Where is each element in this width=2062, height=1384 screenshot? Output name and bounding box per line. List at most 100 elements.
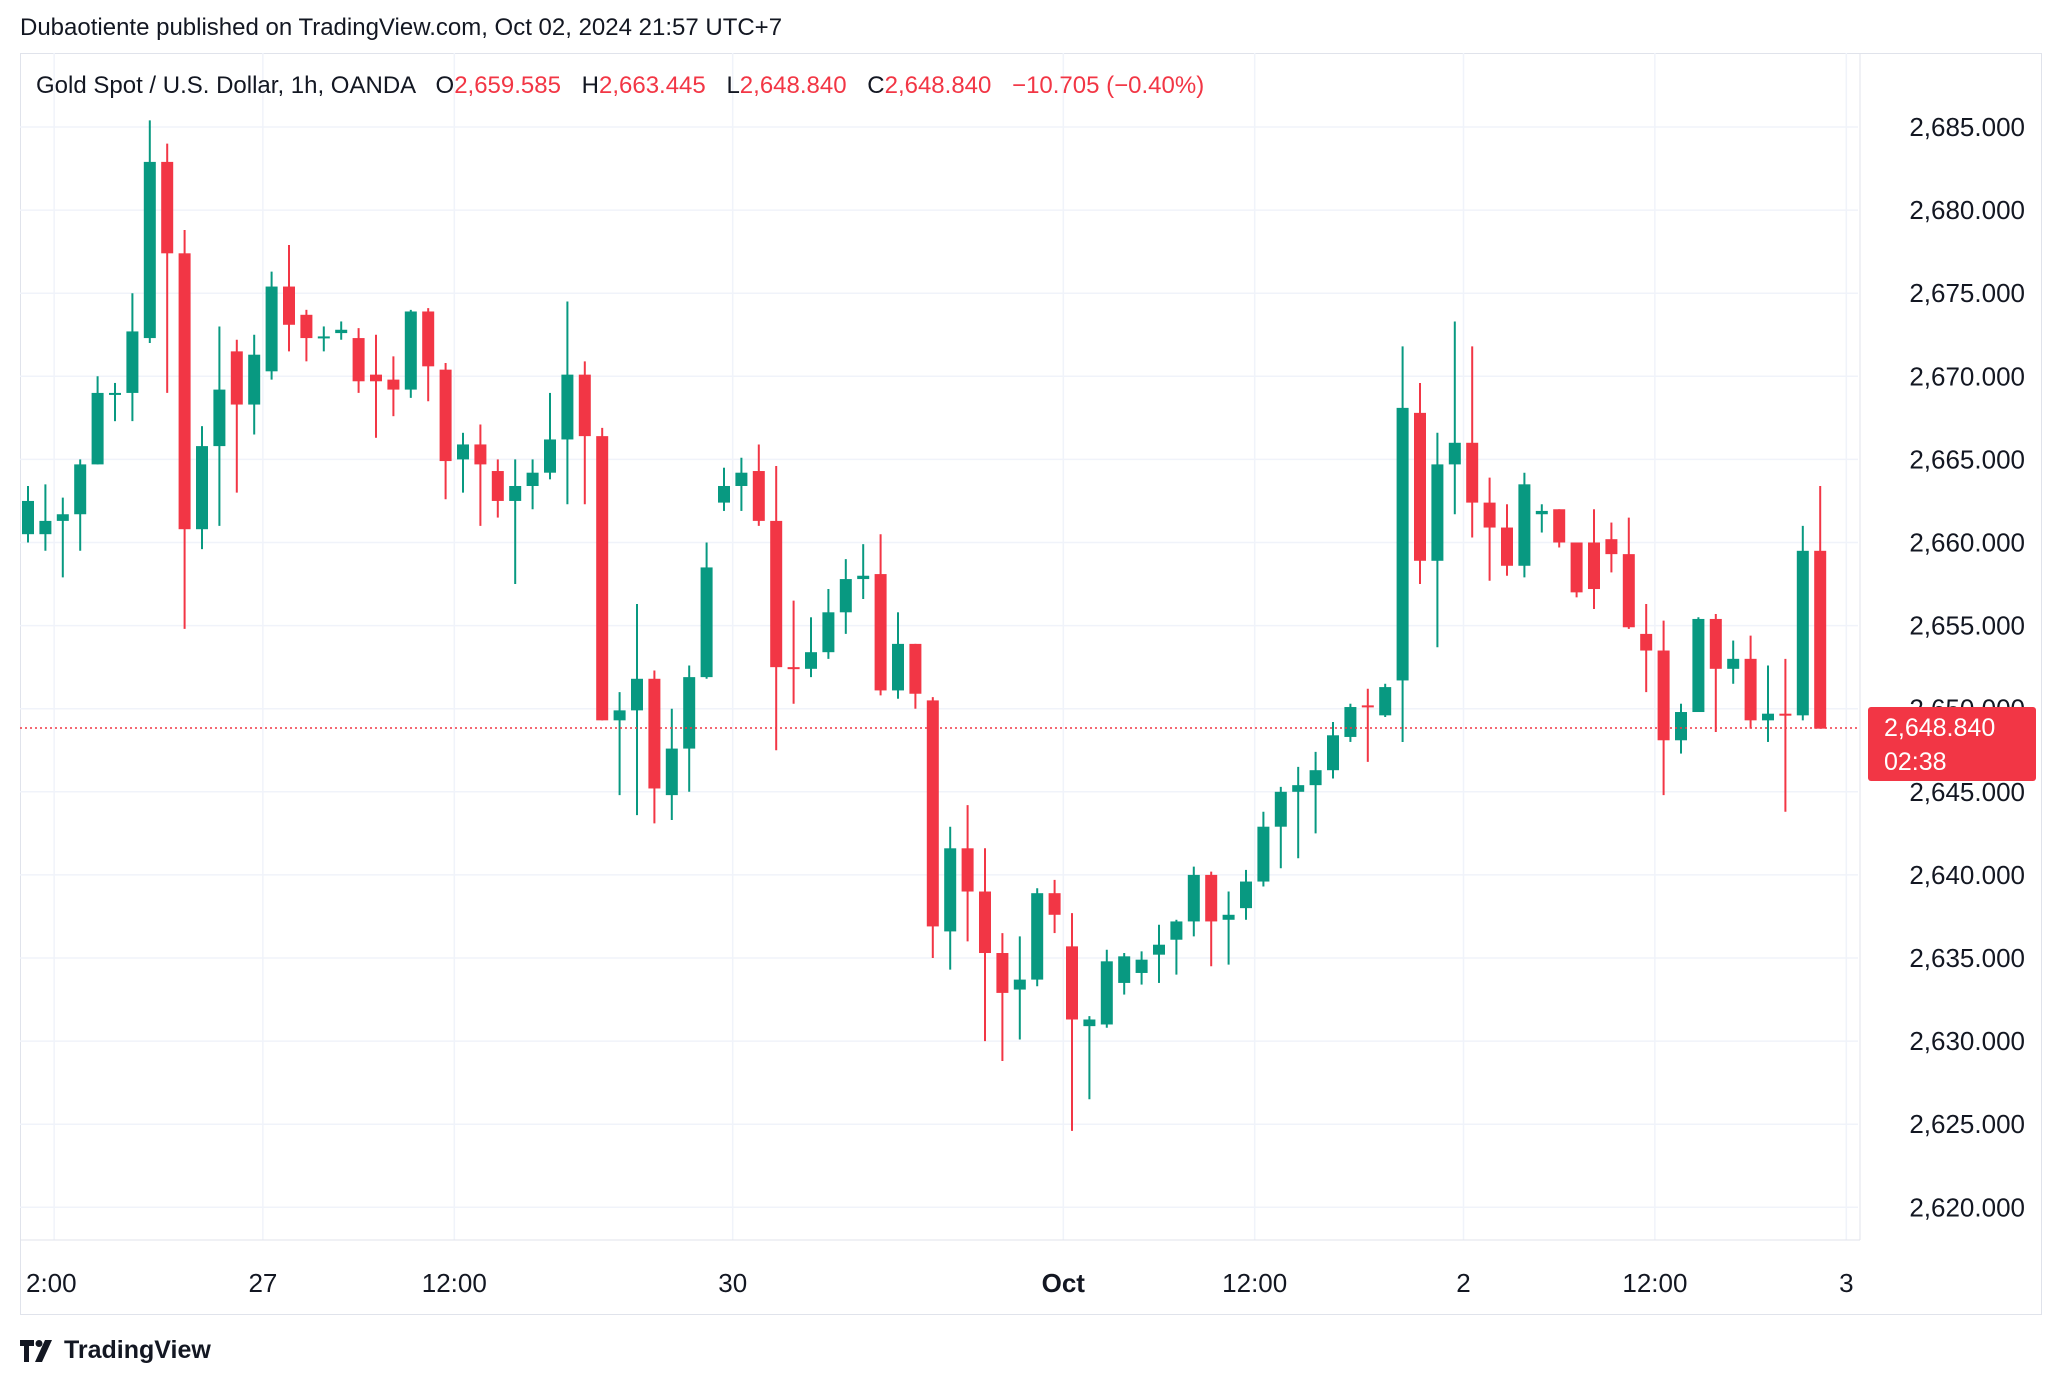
candle-down[interactable] (1553, 509, 1566, 548)
candle-down[interactable] (1483, 477, 1496, 581)
candle-up[interactable] (613, 692, 626, 796)
candle-down[interactable] (178, 230, 191, 629)
candle-down[interactable] (787, 600, 800, 704)
candle-up[interactable] (700, 542, 713, 679)
candle-up[interactable] (1518, 472, 1531, 578)
candle-up[interactable] (892, 612, 904, 699)
candle-down[interactable] (1066, 913, 1078, 1131)
candle-up[interactable] (526, 459, 539, 510)
candle-up[interactable] (561, 301, 574, 505)
candle-up[interactable] (1292, 766, 1305, 859)
candle-up[interactable] (1118, 953, 1131, 995)
candle-up[interactable] (1257, 811, 1270, 887)
candle-up[interactable] (56, 497, 69, 578)
candle-down[interactable] (648, 670, 661, 824)
candle-up[interactable] (1727, 640, 1740, 684)
candle-up[interactable] (1083, 1016, 1096, 1100)
candle-up[interactable] (1222, 891, 1235, 965)
candle-down[interactable] (578, 361, 591, 505)
candle-up[interactable] (1013, 936, 1026, 1040)
candle-up[interactable] (805, 617, 817, 678)
candle-down[interactable] (370, 334, 382, 438)
candle-down[interactable] (1657, 620, 1670, 796)
candle-up[interactable] (1309, 751, 1322, 834)
candle-down[interactable] (230, 339, 243, 493)
candle-up[interactable] (1240, 869, 1252, 920)
candle-down[interactable] (1414, 382, 1426, 585)
candle-down[interactable] (874, 534, 887, 696)
candle-up[interactable] (509, 459, 522, 585)
candle-down[interactable] (474, 424, 487, 526)
candle-up[interactable] (74, 459, 87, 551)
candle-up[interactable] (22, 485, 34, 543)
candle-down[interactable] (1622, 517, 1635, 629)
candle-down[interactable] (491, 459, 504, 518)
candle-down[interactable] (1205, 871, 1218, 967)
candle-down[interactable] (161, 143, 174, 393)
candle-up[interactable] (665, 708, 678, 821)
candle-down[interactable] (300, 309, 313, 362)
candle-down[interactable] (596, 427, 609, 721)
candle-down[interactable] (770, 466, 783, 751)
candle-up[interactable] (944, 826, 957, 970)
candle-down[interactable] (1640, 603, 1653, 693)
candle-up[interactable] (1692, 617, 1705, 713)
candle-down[interactable] (1588, 509, 1600, 609)
candle-up[interactable] (544, 392, 556, 480)
candle-up[interactable] (126, 293, 139, 422)
symbol-name[interactable]: Gold Spot / U.S. Dollar, 1h, OANDA (36, 72, 415, 99)
candle-up[interactable] (631, 603, 643, 816)
candle-up[interactable] (1187, 866, 1200, 937)
candle-down[interactable] (387, 356, 400, 417)
candle-down[interactable] (961, 805, 974, 942)
candle-down[interactable] (422, 308, 435, 402)
candle-up[interactable] (335, 321, 348, 340)
candle-up[interactable] (1396, 346, 1409, 742)
candle-down[interactable] (352, 328, 365, 393)
candle-up[interactable] (317, 326, 330, 352)
candle-down[interactable] (1466, 346, 1479, 538)
candle-up[interactable] (839, 559, 852, 634)
candle-up[interactable] (822, 589, 835, 659)
candle-up[interactable] (265, 271, 278, 380)
candle-up[interactable] (735, 457, 748, 511)
candle-down[interactable] (1709, 613, 1722, 732)
candle-up[interactable] (457, 432, 469, 493)
candle-down[interactable] (752, 444, 765, 526)
candle-up[interactable] (248, 334, 261, 435)
candle-up[interactable] (39, 484, 52, 551)
candle-down[interactable] (926, 697, 939, 958)
candle-up[interactable] (1796, 525, 1809, 721)
candle-down[interactable] (1501, 504, 1513, 576)
candle-up[interactable] (404, 309, 417, 398)
candle-down[interactable] (439, 363, 452, 500)
candle-up[interactable] (196, 426, 208, 550)
candle-down[interactable] (1048, 879, 1061, 934)
candle-down[interactable] (1814, 485, 1827, 729)
candle-down[interactable] (1605, 522, 1618, 573)
candle-up[interactable] (683, 665, 696, 792)
candle-up[interactable] (1170, 919, 1183, 975)
candlestick-chart[interactable]: 2,685.000 2,680.000 2,675.000 2,670.000 2,66… (0, 0, 2062, 1320)
candle-down[interactable] (1744, 635, 1757, 729)
candle-up[interactable] (1327, 721, 1339, 779)
candle-down[interactable] (283, 245, 295, 352)
tradingview-logo[interactable]: TradingView (20, 1336, 211, 1365)
candle-up[interactable] (1135, 951, 1148, 985)
candle-up[interactable] (1153, 924, 1165, 983)
candle-down[interactable] (1570, 542, 1583, 598)
candle-up[interactable] (109, 382, 121, 422)
candle-up[interactable] (1379, 683, 1392, 718)
candle-up[interactable] (143, 120, 156, 344)
candle-up[interactable] (1274, 786, 1287, 869)
candle-up[interactable] (1100, 949, 1113, 1028)
candle-down[interactable] (1361, 688, 1374, 762)
candle-down[interactable] (1779, 658, 1792, 812)
candle-up[interactable] (1762, 665, 1774, 742)
candle-up[interactable] (91, 376, 104, 465)
candle-up[interactable] (1448, 321, 1461, 515)
candle-down[interactable] (909, 643, 922, 709)
candle-down[interactable] (979, 848, 991, 1042)
candle-up[interactable] (1344, 703, 1357, 742)
candle-up[interactable] (1535, 504, 1548, 533)
